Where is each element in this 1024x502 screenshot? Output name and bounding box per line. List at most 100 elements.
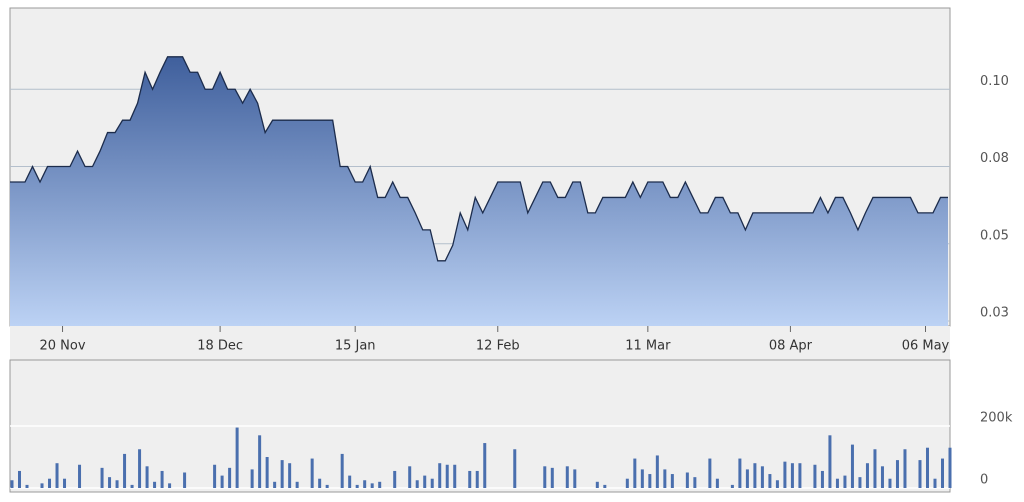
volume-bar <box>138 449 142 488</box>
volume-bar <box>640 469 644 488</box>
price-line <box>10 56 948 262</box>
volume-bar <box>415 480 419 488</box>
volume-bar <box>325 484 329 488</box>
volume-bar <box>940 458 944 488</box>
volume-bar <box>925 447 929 488</box>
volume-bar <box>835 478 839 488</box>
volume-bar <box>430 478 434 488</box>
volume-bar <box>168 483 172 488</box>
volume-bar <box>798 463 802 488</box>
volume-bar <box>48 478 52 488</box>
volume-bar <box>273 481 277 488</box>
volume-bar <box>828 435 832 488</box>
volume-bar <box>813 464 817 488</box>
volume-bar <box>160 470 164 488</box>
volume-bar <box>730 484 734 488</box>
date-band <box>10 326 950 360</box>
volume-bar <box>603 484 607 488</box>
volume-bar <box>183 472 187 488</box>
volume-bar <box>250 469 254 488</box>
volume-bar <box>783 461 787 488</box>
volume-bar <box>625 478 629 488</box>
volume-bar <box>865 463 869 488</box>
volume-bar <box>550 467 554 488</box>
volume-bar <box>355 484 359 488</box>
volume-bar <box>280 460 284 488</box>
volume-bar <box>843 475 847 488</box>
volume-bar <box>228 467 232 488</box>
volume-bar <box>903 449 907 488</box>
volume-bar <box>573 469 577 488</box>
volume-bar <box>595 481 599 488</box>
volume-bar <box>483 443 487 488</box>
x-tick-label: 08 Apr <box>769 339 813 354</box>
volume-bar <box>775 480 779 488</box>
volume-bar <box>153 481 157 488</box>
volume-bar <box>288 463 292 488</box>
volume-bar <box>130 484 134 488</box>
volume-bar <box>820 470 824 488</box>
volume-bar <box>753 463 757 488</box>
x-tick-label: 18 Dec <box>197 339 243 354</box>
volume-bar <box>850 444 854 488</box>
volume-bar <box>880 466 884 488</box>
volume-bar <box>745 469 749 488</box>
volume-bar <box>423 475 427 488</box>
y-tick-label: 200k <box>980 411 1013 426</box>
volume-bar <box>378 481 382 488</box>
volume-bar <box>670 474 674 488</box>
volume-bar <box>295 481 299 488</box>
volume-bar <box>408 466 412 488</box>
volume-bar <box>693 477 697 488</box>
volume-bar <box>145 466 149 488</box>
price-area <box>10 56 948 326</box>
volume-bar <box>40 483 44 488</box>
volume-bar <box>468 470 472 488</box>
volume-bar <box>18 470 22 488</box>
y-tick-label: 0.03 <box>980 306 1009 321</box>
volume-bar <box>655 455 659 488</box>
volume-bar <box>438 463 442 488</box>
volume-bar <box>888 478 892 488</box>
volume-bar <box>265 457 269 488</box>
volume-bar <box>363 480 367 488</box>
volume-bar <box>63 478 67 488</box>
volume-bar <box>55 463 59 488</box>
volume-bar <box>453 464 457 488</box>
volume-bar <box>318 478 322 488</box>
volume-bar <box>445 464 449 488</box>
volume-bar <box>633 458 637 488</box>
y-tick-label: 0 <box>980 473 988 488</box>
x-tick-label: 15 Jan <box>335 339 376 354</box>
volume-bar <box>768 474 772 488</box>
volume-bar <box>235 427 239 488</box>
volume-bar <box>513 449 517 488</box>
volume-bar <box>340 453 344 488</box>
volume-bar <box>858 477 862 488</box>
volume-bar <box>115 480 119 488</box>
volume-bar <box>565 466 569 488</box>
x-tick-label: 11 Mar <box>625 339 671 354</box>
volume-bar <box>348 475 352 488</box>
volume-bar <box>78 464 82 488</box>
volume-bar <box>310 458 314 488</box>
volume-bar <box>10 480 14 488</box>
volume-bar <box>933 478 937 488</box>
volume-bar <box>648 474 652 488</box>
volume-bar <box>108 477 112 488</box>
volume-bar <box>663 469 667 488</box>
volume-bar <box>948 447 952 488</box>
volume-bar <box>25 484 29 488</box>
y-tick-label: 0.10 <box>980 74 1009 89</box>
volume-bar <box>895 460 899 488</box>
x-tick-label: 20 Nov <box>40 339 86 354</box>
volume-bar <box>123 453 127 488</box>
x-tick-label: 06 May <box>902 339 950 354</box>
volume-bar <box>220 475 224 488</box>
volume-bar <box>393 470 397 488</box>
volume-bar <box>213 464 217 488</box>
y-tick-label: 0.08 <box>980 151 1009 166</box>
y-tick-label: 0.05 <box>980 228 1009 243</box>
volume-bar <box>715 478 719 488</box>
